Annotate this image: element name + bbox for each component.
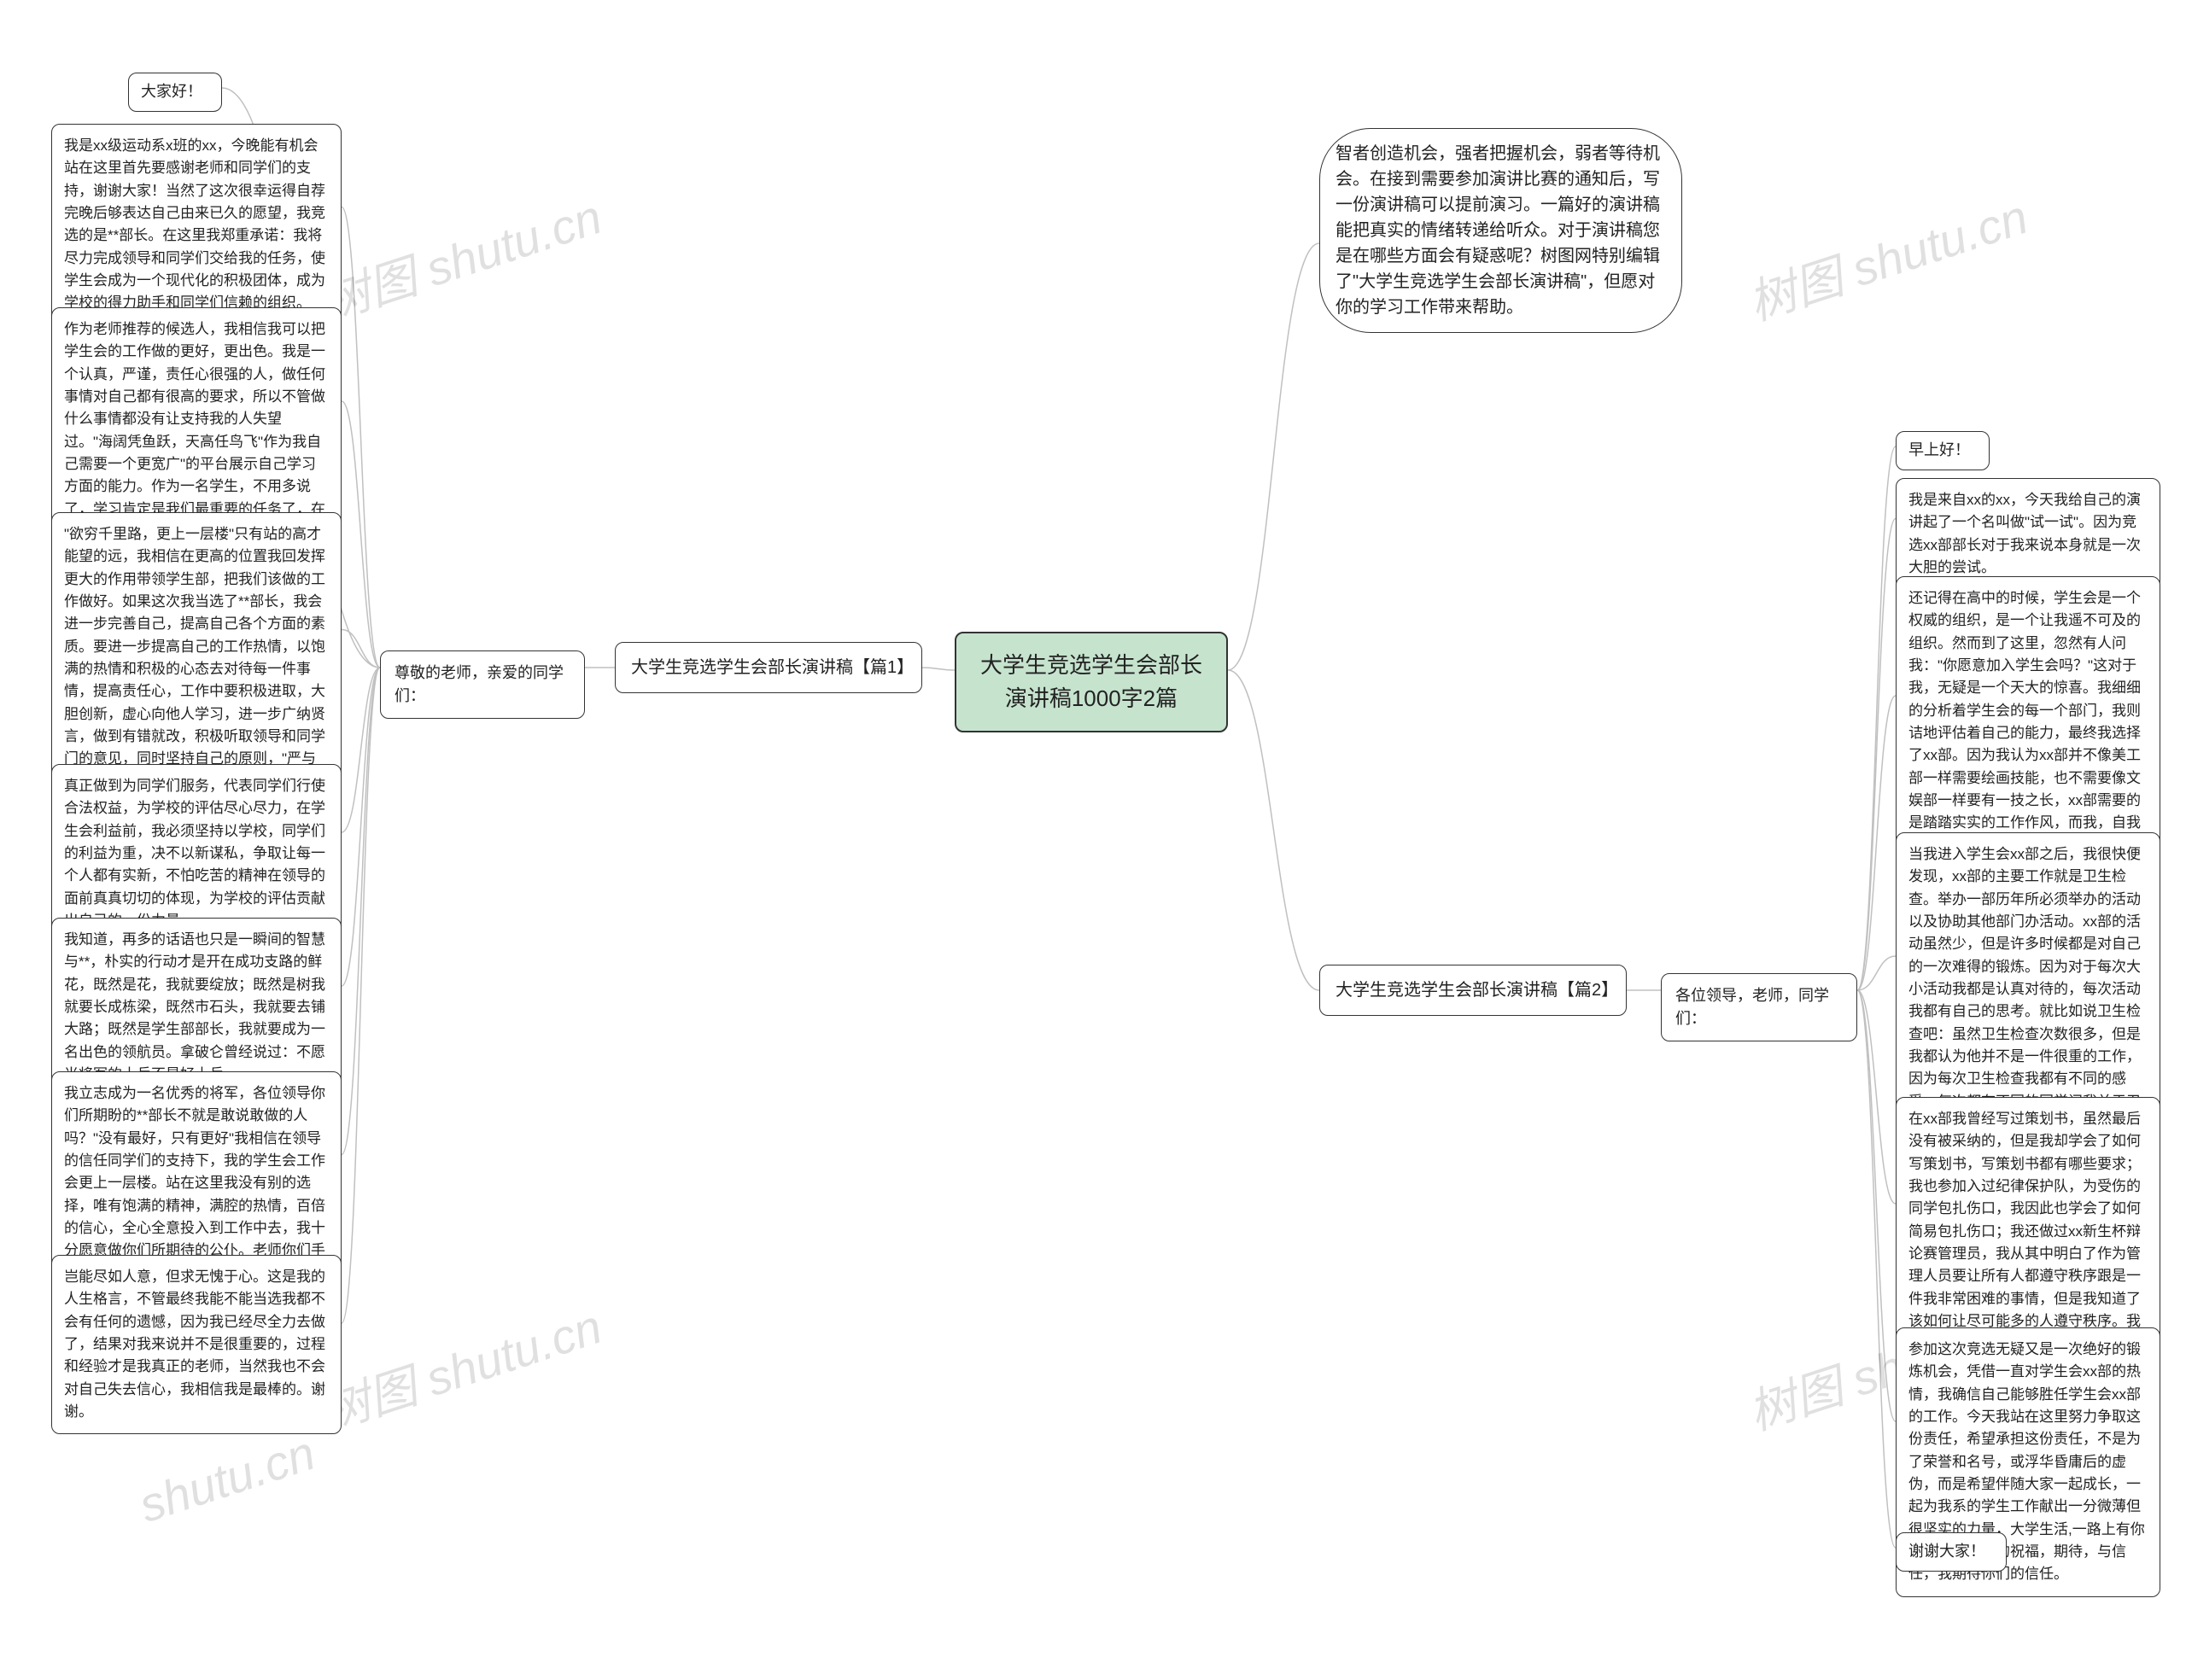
node-p1: 大学生竞选学生会部长演讲稿【篇1】 bbox=[615, 642, 922, 693]
watermark: 树图 shutu.cn bbox=[1739, 179, 2036, 335]
node-p2_l7: 谢谢大家！ bbox=[1896, 1532, 2007, 1572]
node-p2_sub: 各位领导，老师，同学们： bbox=[1661, 973, 1857, 1041]
node-p2: 大学生竞选学生会部长演讲稿【篇2】 bbox=[1319, 965, 1627, 1016]
node-root: 大学生竞选学生会部长演讲稿1000字2篇 bbox=[955, 632, 1228, 732]
node-p1_l5: 真正做到为同学们服务，代表同学们行使合法权益，为学校的评估尽心尽力，在学生会利益… bbox=[51, 764, 342, 943]
node-p1_l1: 大家好！ bbox=[128, 73, 222, 112]
node-p1_l2: 我是xx级运动系x班的xx，今晚能有机会站在这里首先要感谢老师和同学们的支持，谢… bbox=[51, 124, 342, 326]
watermark: shutu.cn bbox=[132, 1425, 321, 1533]
node-p1_sub: 尊敬的老师，亲爱的同学们： bbox=[380, 650, 585, 719]
node-p2_l2: 我是来自xx的xx，今天我给自己的演讲起了一个名叫做"试一试"。因为竞选xx部部… bbox=[1896, 478, 2160, 590]
node-intro: 智者创造机会，强者把握机会，弱者等待机会。在接到需要参加演讲比赛的通知后，写一份… bbox=[1319, 128, 1682, 333]
watermark: 树图 shutu.cn bbox=[313, 1289, 610, 1444]
watermark: 树图 shutu.cn bbox=[313, 179, 610, 335]
node-p1_l6: 我知道，再多的话语也只是一瞬间的智慧与**，朴实的行动才是开在成功支路的鲜花，既… bbox=[51, 918, 342, 1097]
node-p1_l8: 岂能尽如人意，但求无愧于心。这是我的人生格言，不管最终我能不能当选我都不会有任何… bbox=[51, 1255, 342, 1434]
node-p2_l1: 早上好！ bbox=[1896, 431, 1990, 470]
